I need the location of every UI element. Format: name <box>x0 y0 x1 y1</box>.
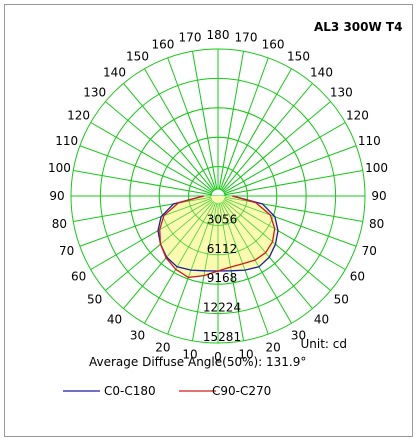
grid-spoke-overlay <box>221 201 264 276</box>
grid-spoke-overlay <box>201 106 218 190</box>
chart-title: AL3 300W T4 <box>314 20 402 34</box>
grid-ring-overlay <box>129 107 307 285</box>
grid-spoke-overlay <box>132 198 212 228</box>
grid-spoke-overlay <box>159 125 214 191</box>
grid-spoke-overlay <box>224 164 304 194</box>
grid-spoke-overlay <box>128 196 212 213</box>
grid-spoke-overlay <box>128 179 212 196</box>
grid-spoke-overlay <box>138 150 213 193</box>
angle-label-left: 20 <box>155 340 170 354</box>
angle-label-left: 160 <box>151 38 174 52</box>
angle-label-left: 100 <box>48 161 71 175</box>
angle-label-right: 170 <box>235 30 258 44</box>
grid-spoke-overlay <box>223 199 298 242</box>
angle-label-right: 30 <box>291 328 306 342</box>
radial-tick-label: 9168 <box>207 271 238 285</box>
grid-spoke-overlay <box>220 110 250 190</box>
angle-label-left: 10 <box>182 348 197 362</box>
grid-spoke-overlay <box>201 202 218 286</box>
angle-label-left: 90 <box>49 189 64 203</box>
grid-spoke-overlay <box>186 202 216 282</box>
grid-spoke-overlay <box>220 202 250 282</box>
grid-spoke-overlay <box>138 199 213 242</box>
fill-area-c90 <box>159 196 275 278</box>
angle-label-left: 140 <box>103 66 126 80</box>
grid-spoke-overlay <box>221 116 264 191</box>
angle-label-left: 60 <box>71 270 86 284</box>
series-c90-c270 <box>159 195 276 279</box>
angle-label-left: 80 <box>52 217 67 231</box>
angle-label-left: 0 <box>214 350 222 364</box>
grid-spoke-overlay <box>224 179 308 196</box>
diffuse-angle-label: Average Diffuse Angle(50%): 131.9° <box>89 355 306 369</box>
angle-label-right: 120 <box>346 109 369 123</box>
radial-tick-label: 3056 <box>207 212 238 226</box>
angle-label-right: 140 <box>310 66 333 80</box>
angle-label-right: 70 <box>362 244 377 258</box>
angle-label-right: 60 <box>350 270 365 284</box>
grid-spoke-overlay <box>147 137 213 192</box>
grid-spoke-overlay <box>224 196 308 213</box>
angle-label-right: 160 <box>262 38 285 52</box>
radial-tick-label: 15281 <box>203 330 241 344</box>
chart-frame: 0 10 20 30 40 50 60 70 80 90 100 110 120 130 140 150 160… <box>4 4 413 437</box>
angle-label-left: 180 <box>207 28 230 42</box>
angle-label-right: 150 <box>287 50 310 64</box>
grid-spoke-overlay <box>223 150 298 193</box>
polar-chart: 0102030405060708090100110120130140150160… <box>48 20 403 398</box>
grid-spoke-overlay <box>222 125 277 191</box>
angle-label-right: 80 <box>369 217 384 231</box>
angle-label-left: 170 <box>179 30 202 44</box>
angle-label-left: 130 <box>83 86 106 100</box>
grid-spoke-overlay <box>132 164 212 194</box>
angle-label-right: 100 <box>365 161 388 175</box>
angle-label-right: 130 <box>330 86 353 100</box>
angle-label-left: 150 <box>126 50 149 64</box>
grid-ring-overlay <box>188 166 248 226</box>
grid-spoke-overlay <box>147 200 213 255</box>
grid-ring-overlay <box>158 136 278 256</box>
legend: C0-C180 C90-C270 <box>63 384 271 398</box>
angle-label-left: 40 <box>107 312 122 326</box>
unit-label: Unit: cd <box>301 337 348 351</box>
angle-labels: 0102030405060708090100110120130140150160… <box>48 28 388 364</box>
series-layer <box>126 104 310 288</box>
angle-label-left: 50 <box>87 293 102 307</box>
angle-label-right: 40 <box>314 312 329 326</box>
grid-spoke-overlay <box>218 202 235 286</box>
angle-label-left: 70 <box>59 244 74 258</box>
angle-label-left: 110 <box>55 134 78 148</box>
grid-spoke-overlay <box>186 110 216 190</box>
angle-label-right: 50 <box>334 293 349 307</box>
grid-spoke-overlay <box>223 137 289 192</box>
angle-label-left: 120 <box>67 109 90 123</box>
legend-label-c90: C90-C270 <box>212 384 271 398</box>
grid-spoke-overlay <box>222 201 277 267</box>
angle-label-right: 110 <box>358 134 381 148</box>
angle-label-right: 90 <box>371 189 386 203</box>
grid-spoke-overlay <box>224 198 304 228</box>
legend-label-c0: C0-C180 <box>104 384 156 398</box>
grid-spoke-overlay <box>159 201 214 267</box>
grid-spoke-overlay <box>223 200 289 255</box>
grid-overlay <box>126 104 310 288</box>
grid-spoke-overlay <box>172 116 215 191</box>
angle-label-right: 10 <box>238 348 253 362</box>
grid-spoke-overlay <box>172 201 215 276</box>
grid-spoke-overlay <box>218 106 235 190</box>
radial-tick-label: 12224 <box>203 301 241 315</box>
radial-labels: 3056 6112 9168 12224 15281 <box>203 212 241 344</box>
angle-label-right: 20 <box>265 340 280 354</box>
angle-label-left: 30 <box>130 328 145 342</box>
radial-tick-label: 6112 <box>207 242 238 256</box>
